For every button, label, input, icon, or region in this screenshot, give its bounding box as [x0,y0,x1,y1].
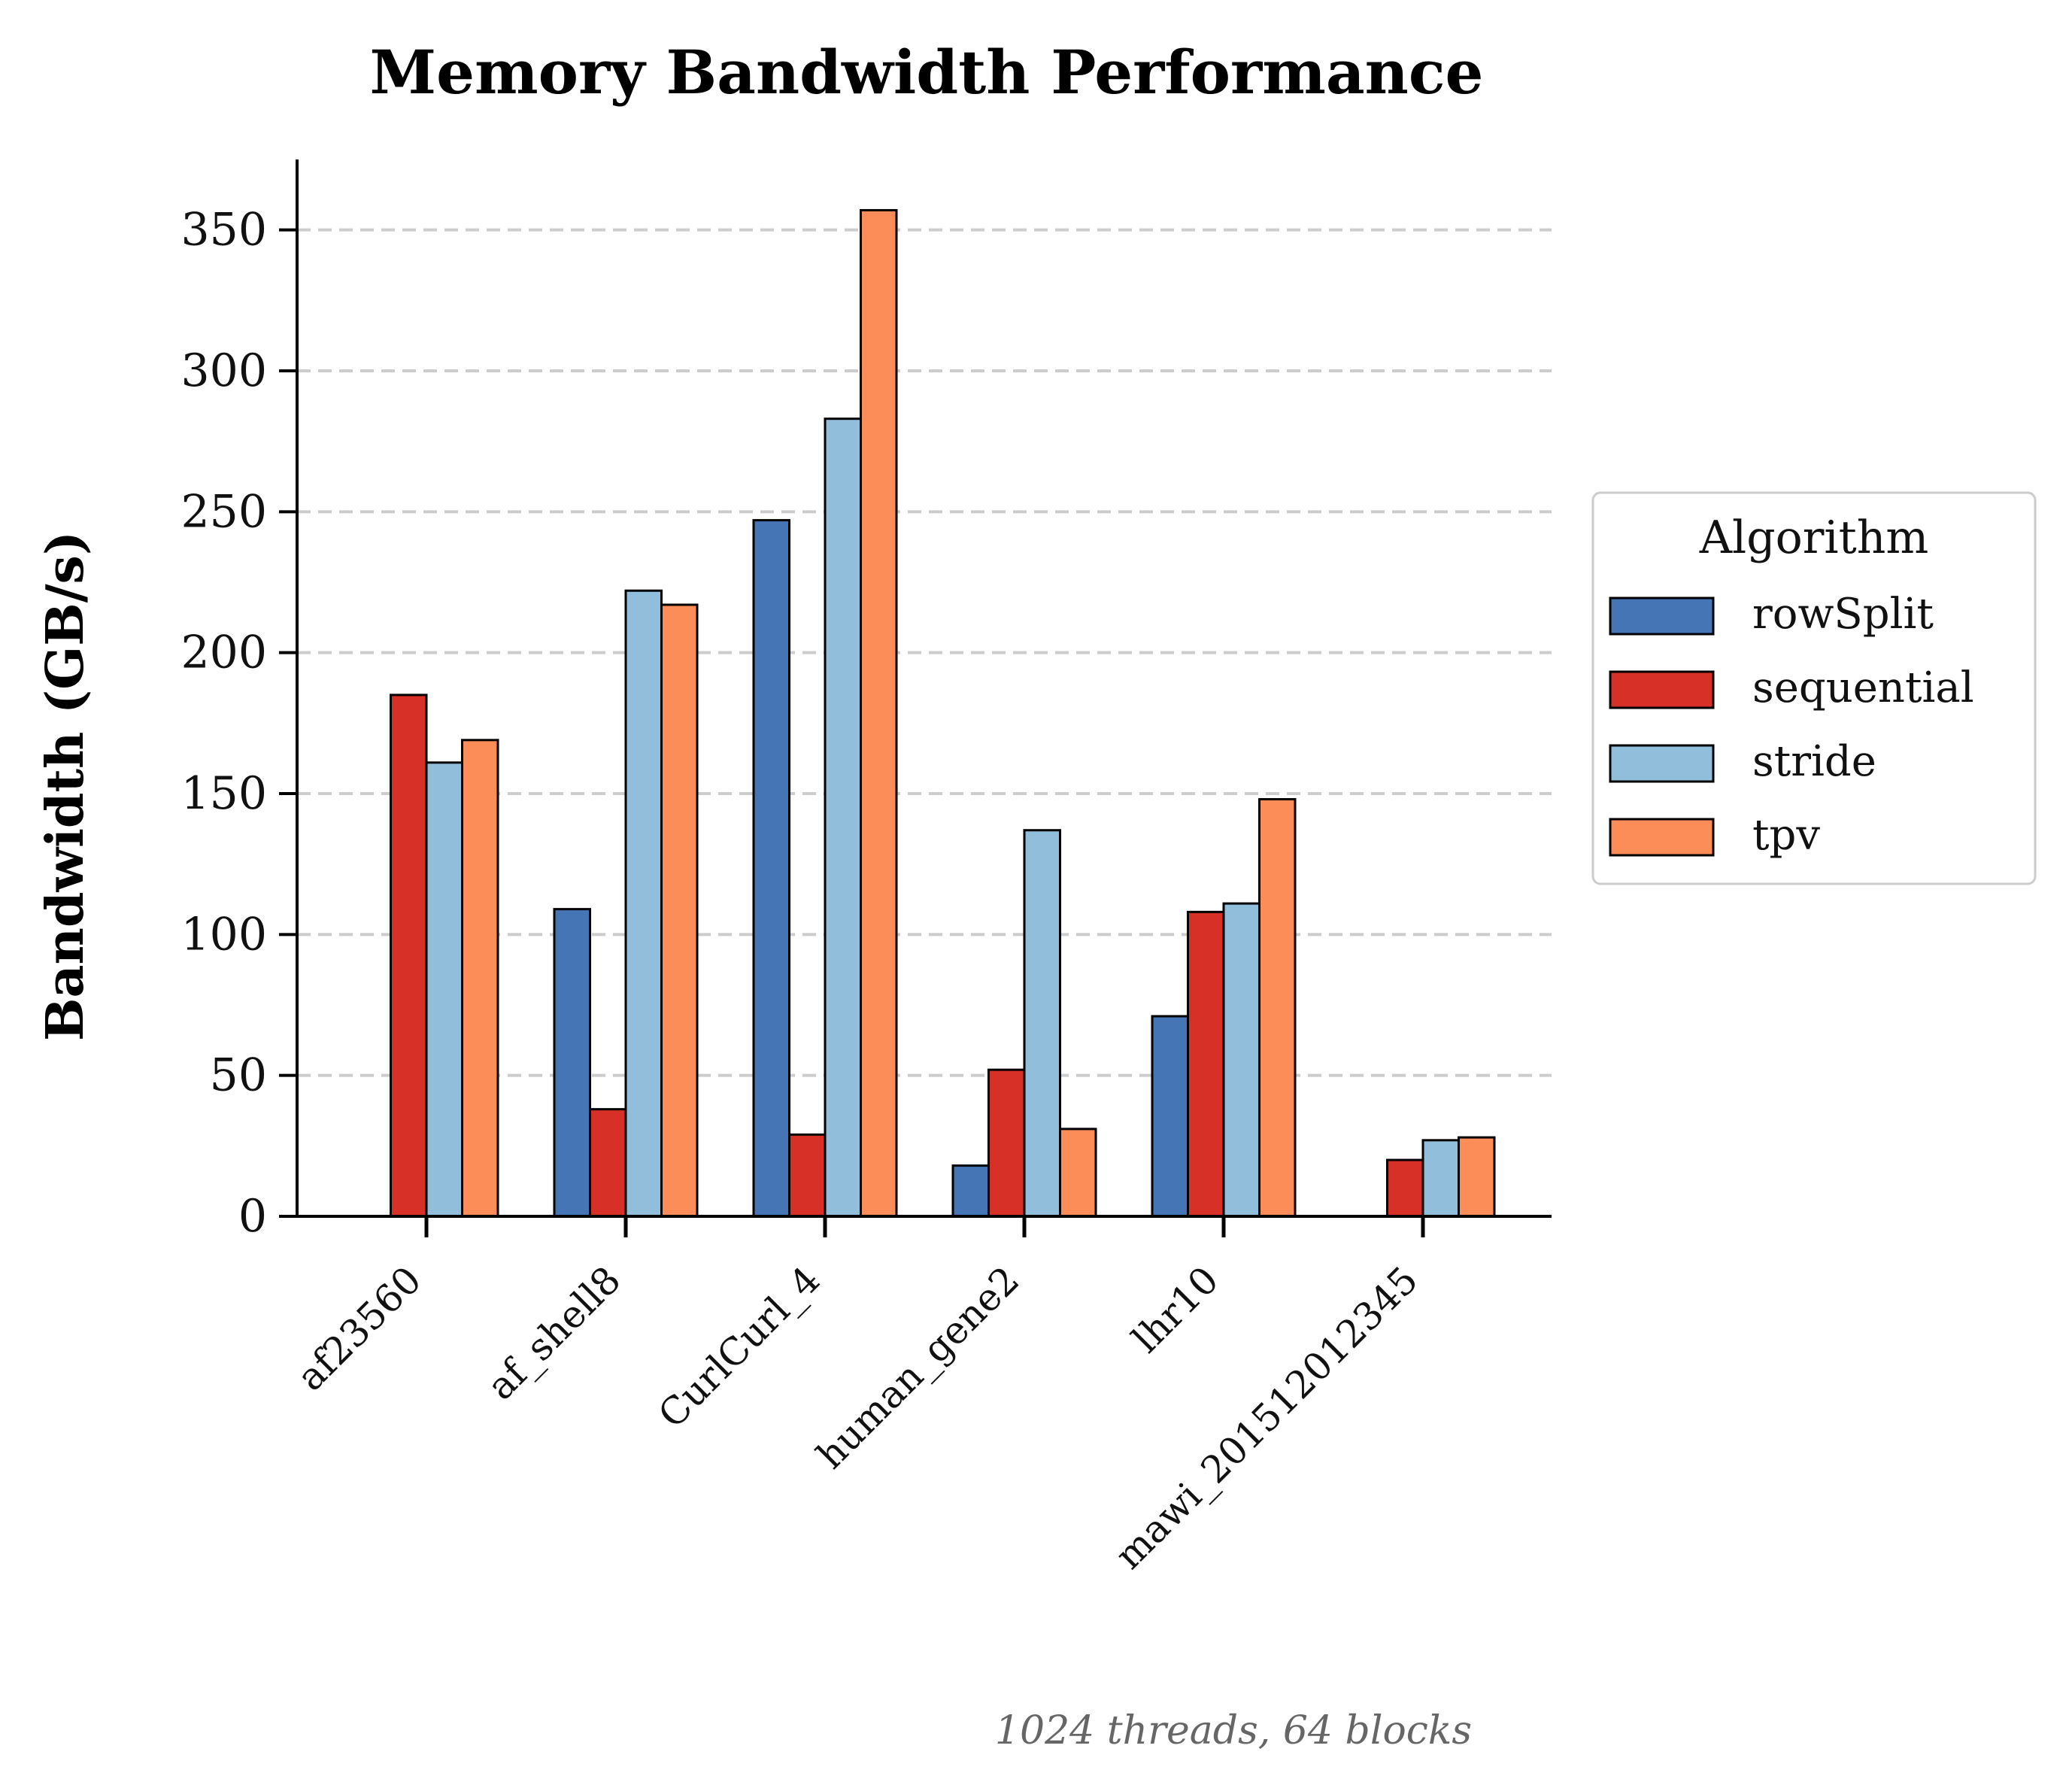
legend-swatch-stride [1609,744,1715,783]
y-tick-label: 350 [181,204,267,257]
y-tick-label: 300 [181,345,267,397]
bar-rowSplit-lhr10 [1151,1015,1189,1218]
footnote: 1024 threads, 64 blocks [995,1708,1472,1753]
bar-tpv-CurlCurl_4 [860,208,898,1218]
legend: Algorithm rowSplit sequential stride tpv [1591,491,2037,885]
bars [390,208,1496,1218]
bar-sequential-af23560 [390,694,428,1218]
y-tick-label: 50 [210,1049,267,1102]
x-tick-label: CurlCurl_4 [650,1258,828,1436]
legend-swatch-rowSplit [1609,597,1715,636]
y-tick-label: 200 [181,627,267,679]
bar-rowSplit-human_gene2 [951,1164,990,1218]
legend-label-rowSplit: rowSplit [1752,590,1934,639]
bar-tpv-lhr10 [1258,797,1297,1218]
bar-stride-CurlCurl_4 [824,417,862,1218]
gridlines [297,228,1552,1077]
y-ticks: 0 50 100 150 200 250 300 350 [181,204,297,1243]
bar-sequential-lhr10 [1187,910,1225,1218]
bar-tpv-af_shell8 [660,603,699,1218]
bar-tpv-human_gene2 [1059,1128,1097,1218]
legend-label-stride: stride [1752,737,1876,786]
y-axis-label: Bandwidth (GB/s) [35,531,96,1041]
axes [296,159,1552,1218]
x-tick-label: af_shell8 [479,1258,629,1408]
legend-items: rowSplit sequential stride tpv [1609,590,1974,860]
y-tick-label: 100 [181,908,267,961]
bar-stride-af23560 [425,761,463,1218]
legend-frame [1591,491,2037,885]
bar-sequential-mawi_201512012345 [1386,1158,1424,1218]
bar-tpv-af23560 [461,739,499,1218]
x-tick-label: human_gene2 [808,1258,1027,1477]
bar-rowSplit-CurlCurl_4 [752,519,790,1218]
legend-label-sequential: sequential [1752,663,1974,712]
x-tick-label: af23560 [289,1258,430,1399]
legend-swatch-tpv [1609,818,1715,857]
chart-title: Memory Bandwidth Performance [370,37,1484,108]
bar-rowSplit-af_shell8 [553,908,591,1218]
x-tick-label: lhr10 [1124,1258,1227,1361]
bar-stride-mawi_201512012345 [1421,1139,1460,1218]
legend-label-tpv: tpv [1752,811,1820,860]
y-tick-label: 0 [238,1190,267,1243]
bar-stride-human_gene2 [1023,829,1061,1218]
legend-swatch-sequential [1609,670,1715,709]
y-tick-label: 150 [181,767,267,820]
y-tick-label: 250 [181,485,267,538]
bar-tpv-mawi_201512012345 [1458,1136,1496,1218]
bar-sequential-af_shell8 [589,1108,627,1218]
bar-stride-af_shell8 [624,589,663,1218]
bar-sequential-human_gene2 [987,1068,1026,1218]
bar-sequential-CurlCurl_4 [788,1133,827,1218]
bar-stride-lhr10 [1222,902,1260,1218]
legend-title: Algorithm [1699,512,1929,564]
